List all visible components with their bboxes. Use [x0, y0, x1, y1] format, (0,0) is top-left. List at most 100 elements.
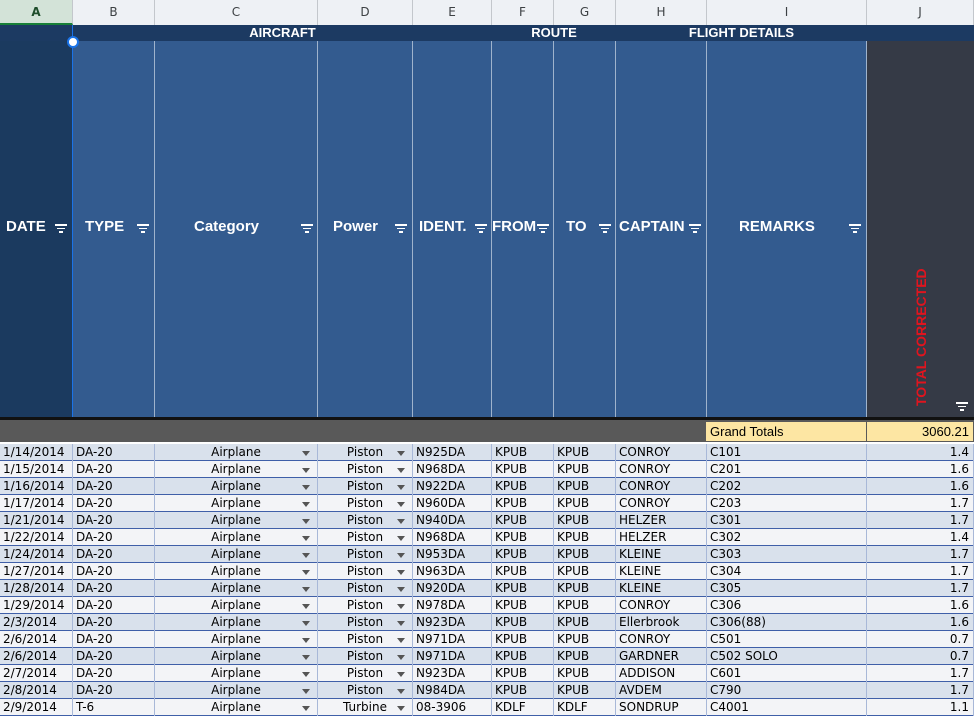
- filter-icon[interactable]: [137, 224, 149, 234]
- cell-type[interactable]: DA-20: [73, 665, 155, 682]
- cell-captain[interactable]: HELZER: [616, 512, 707, 529]
- cell-date[interactable]: 1/24/2014: [0, 546, 73, 563]
- cell-ident[interactable]: N920DA: [413, 580, 492, 597]
- dropdown-arrow-icon[interactable]: [397, 689, 405, 694]
- cell-power[interactable]: Piston: [318, 597, 413, 614]
- cell-category[interactable]: Airplane: [155, 444, 318, 461]
- cell-total[interactable]: 1.7: [867, 563, 974, 580]
- cell-category[interactable]: Airplane: [155, 563, 318, 580]
- cell-category[interactable]: Airplane: [155, 597, 318, 614]
- cell-category[interactable]: Airplane: [155, 461, 318, 478]
- cell-to[interactable]: KPUB: [554, 495, 616, 512]
- cell-captain[interactable]: CONROY: [616, 631, 707, 648]
- cell-from[interactable]: KPUB: [492, 597, 554, 614]
- cell-power[interactable]: Piston: [318, 546, 413, 563]
- cell-captain[interactable]: CONROY: [616, 461, 707, 478]
- cell-date[interactable]: 1/29/2014: [0, 597, 73, 614]
- cell-type[interactable]: DA-20: [73, 580, 155, 597]
- cell-power[interactable]: Piston: [318, 580, 413, 597]
- cell-type[interactable]: DA-20: [73, 614, 155, 631]
- cell-category[interactable]: Airplane: [155, 682, 318, 699]
- header-captain-cell[interactable]: CAPTAIN: [616, 41, 707, 418]
- header-ident-cell[interactable]: IDENT.: [413, 41, 492, 418]
- dropdown-arrow-icon[interactable]: [397, 468, 405, 473]
- cell-type[interactable]: DA-20: [73, 631, 155, 648]
- cell-total[interactable]: 1.7: [867, 682, 974, 699]
- cell-ident[interactable]: N984DA: [413, 682, 492, 699]
- cell-from[interactable]: KPUB: [492, 563, 554, 580]
- cell-ident[interactable]: N968DA: [413, 461, 492, 478]
- selection-handle[interactable]: [67, 36, 79, 48]
- cell-ident[interactable]: N960DA: [413, 495, 492, 512]
- dropdown-arrow-icon[interactable]: [397, 706, 405, 711]
- cell-date[interactable]: 2/3/2014: [0, 614, 73, 631]
- cell-total[interactable]: 1.7: [867, 665, 974, 682]
- header-remarks-cell[interactable]: REMARKS: [707, 41, 867, 418]
- cell-ident[interactable]: 08-3906: [413, 699, 492, 716]
- cell-remarks[interactable]: C302: [707, 529, 867, 546]
- cell-power[interactable]: Piston: [318, 495, 413, 512]
- cell-power[interactable]: Piston: [318, 648, 413, 665]
- cell-remarks[interactable]: C4001: [707, 699, 867, 716]
- cell-power[interactable]: Piston: [318, 682, 413, 699]
- grand-totals-value[interactable]: 3060.21: [867, 422, 973, 441]
- cell-remarks[interactable]: C201: [707, 461, 867, 478]
- cell-total[interactable]: 1.6: [867, 597, 974, 614]
- cell-category[interactable]: Airplane: [155, 478, 318, 495]
- cell-category[interactable]: Airplane: [155, 614, 318, 631]
- cell-remarks[interactable]: C501: [707, 631, 867, 648]
- dropdown-arrow-icon[interactable]: [397, 621, 405, 626]
- cell-total[interactable]: 1.6: [867, 614, 974, 631]
- cell-type[interactable]: DA-20: [73, 597, 155, 614]
- cell-type[interactable]: DA-20: [73, 444, 155, 461]
- dropdown-arrow-icon[interactable]: [397, 502, 405, 507]
- cell-date[interactable]: 2/6/2014: [0, 648, 73, 665]
- cell-type[interactable]: DA-20: [73, 546, 155, 563]
- cell-from[interactable]: KPUB: [492, 682, 554, 699]
- cell-captain[interactable]: Ellerbrook: [616, 614, 707, 631]
- cell-category[interactable]: Airplane: [155, 529, 318, 546]
- cell-to[interactable]: KPUB: [554, 563, 616, 580]
- cell-category[interactable]: Airplane: [155, 580, 318, 597]
- cell-date[interactable]: 2/9/2014: [0, 699, 73, 716]
- cell-from[interactable]: KPUB: [492, 580, 554, 597]
- cell-date[interactable]: 1/14/2014: [0, 444, 73, 461]
- cell-date[interactable]: 1/22/2014: [0, 529, 73, 546]
- cell-total[interactable]: 1.4: [867, 529, 974, 546]
- cell-remarks[interactable]: C202: [707, 478, 867, 495]
- cell-ident[interactable]: N940DA: [413, 512, 492, 529]
- dropdown-arrow-icon[interactable]: [302, 502, 310, 507]
- dropdown-arrow-icon[interactable]: [302, 587, 310, 592]
- cell-remarks[interactable]: C502 SOLO: [707, 648, 867, 665]
- dropdown-arrow-icon[interactable]: [397, 638, 405, 643]
- cell-date[interactable]: 1/28/2014: [0, 580, 73, 597]
- cell-power[interactable]: Piston: [318, 563, 413, 580]
- filter-icon[interactable]: [537, 224, 549, 234]
- filter-icon[interactable]: [689, 224, 701, 234]
- cell-type[interactable]: DA-20: [73, 495, 155, 512]
- cell-remarks[interactable]: C303: [707, 546, 867, 563]
- cell-ident[interactable]: N953DA: [413, 546, 492, 563]
- cell-remarks[interactable]: C301: [707, 512, 867, 529]
- cell-to[interactable]: KPUB: [554, 631, 616, 648]
- column-header-j[interactable]: J: [867, 0, 974, 25]
- cell-captain[interactable]: CONROY: [616, 597, 707, 614]
- cell-captain[interactable]: ADDISON: [616, 665, 707, 682]
- filter-icon[interactable]: [475, 224, 487, 234]
- cell-to[interactable]: KPUB: [554, 648, 616, 665]
- cell-ident[interactable]: N923DA: [413, 665, 492, 682]
- cell-type[interactable]: DA-20: [73, 648, 155, 665]
- header-total-cell[interactable]: TOTAL CORRECTED: [867, 41, 974, 418]
- cell-from[interactable]: KPUB: [492, 461, 554, 478]
- dropdown-arrow-icon[interactable]: [302, 706, 310, 711]
- cell-to[interactable]: KPUB: [554, 444, 616, 461]
- cell-from[interactable]: KPUB: [492, 631, 554, 648]
- cell-category[interactable]: Airplane: [155, 495, 318, 512]
- column-header-c[interactable]: C: [155, 0, 318, 25]
- cell-captain[interactable]: CONROY: [616, 495, 707, 512]
- cell-total[interactable]: 0.7: [867, 648, 974, 665]
- cell-ident[interactable]: N968DA: [413, 529, 492, 546]
- cell-captain[interactable]: HELZER: [616, 529, 707, 546]
- header-date-cell[interactable]: DATE: [0, 41, 73, 418]
- column-header-e[interactable]: E: [413, 0, 492, 25]
